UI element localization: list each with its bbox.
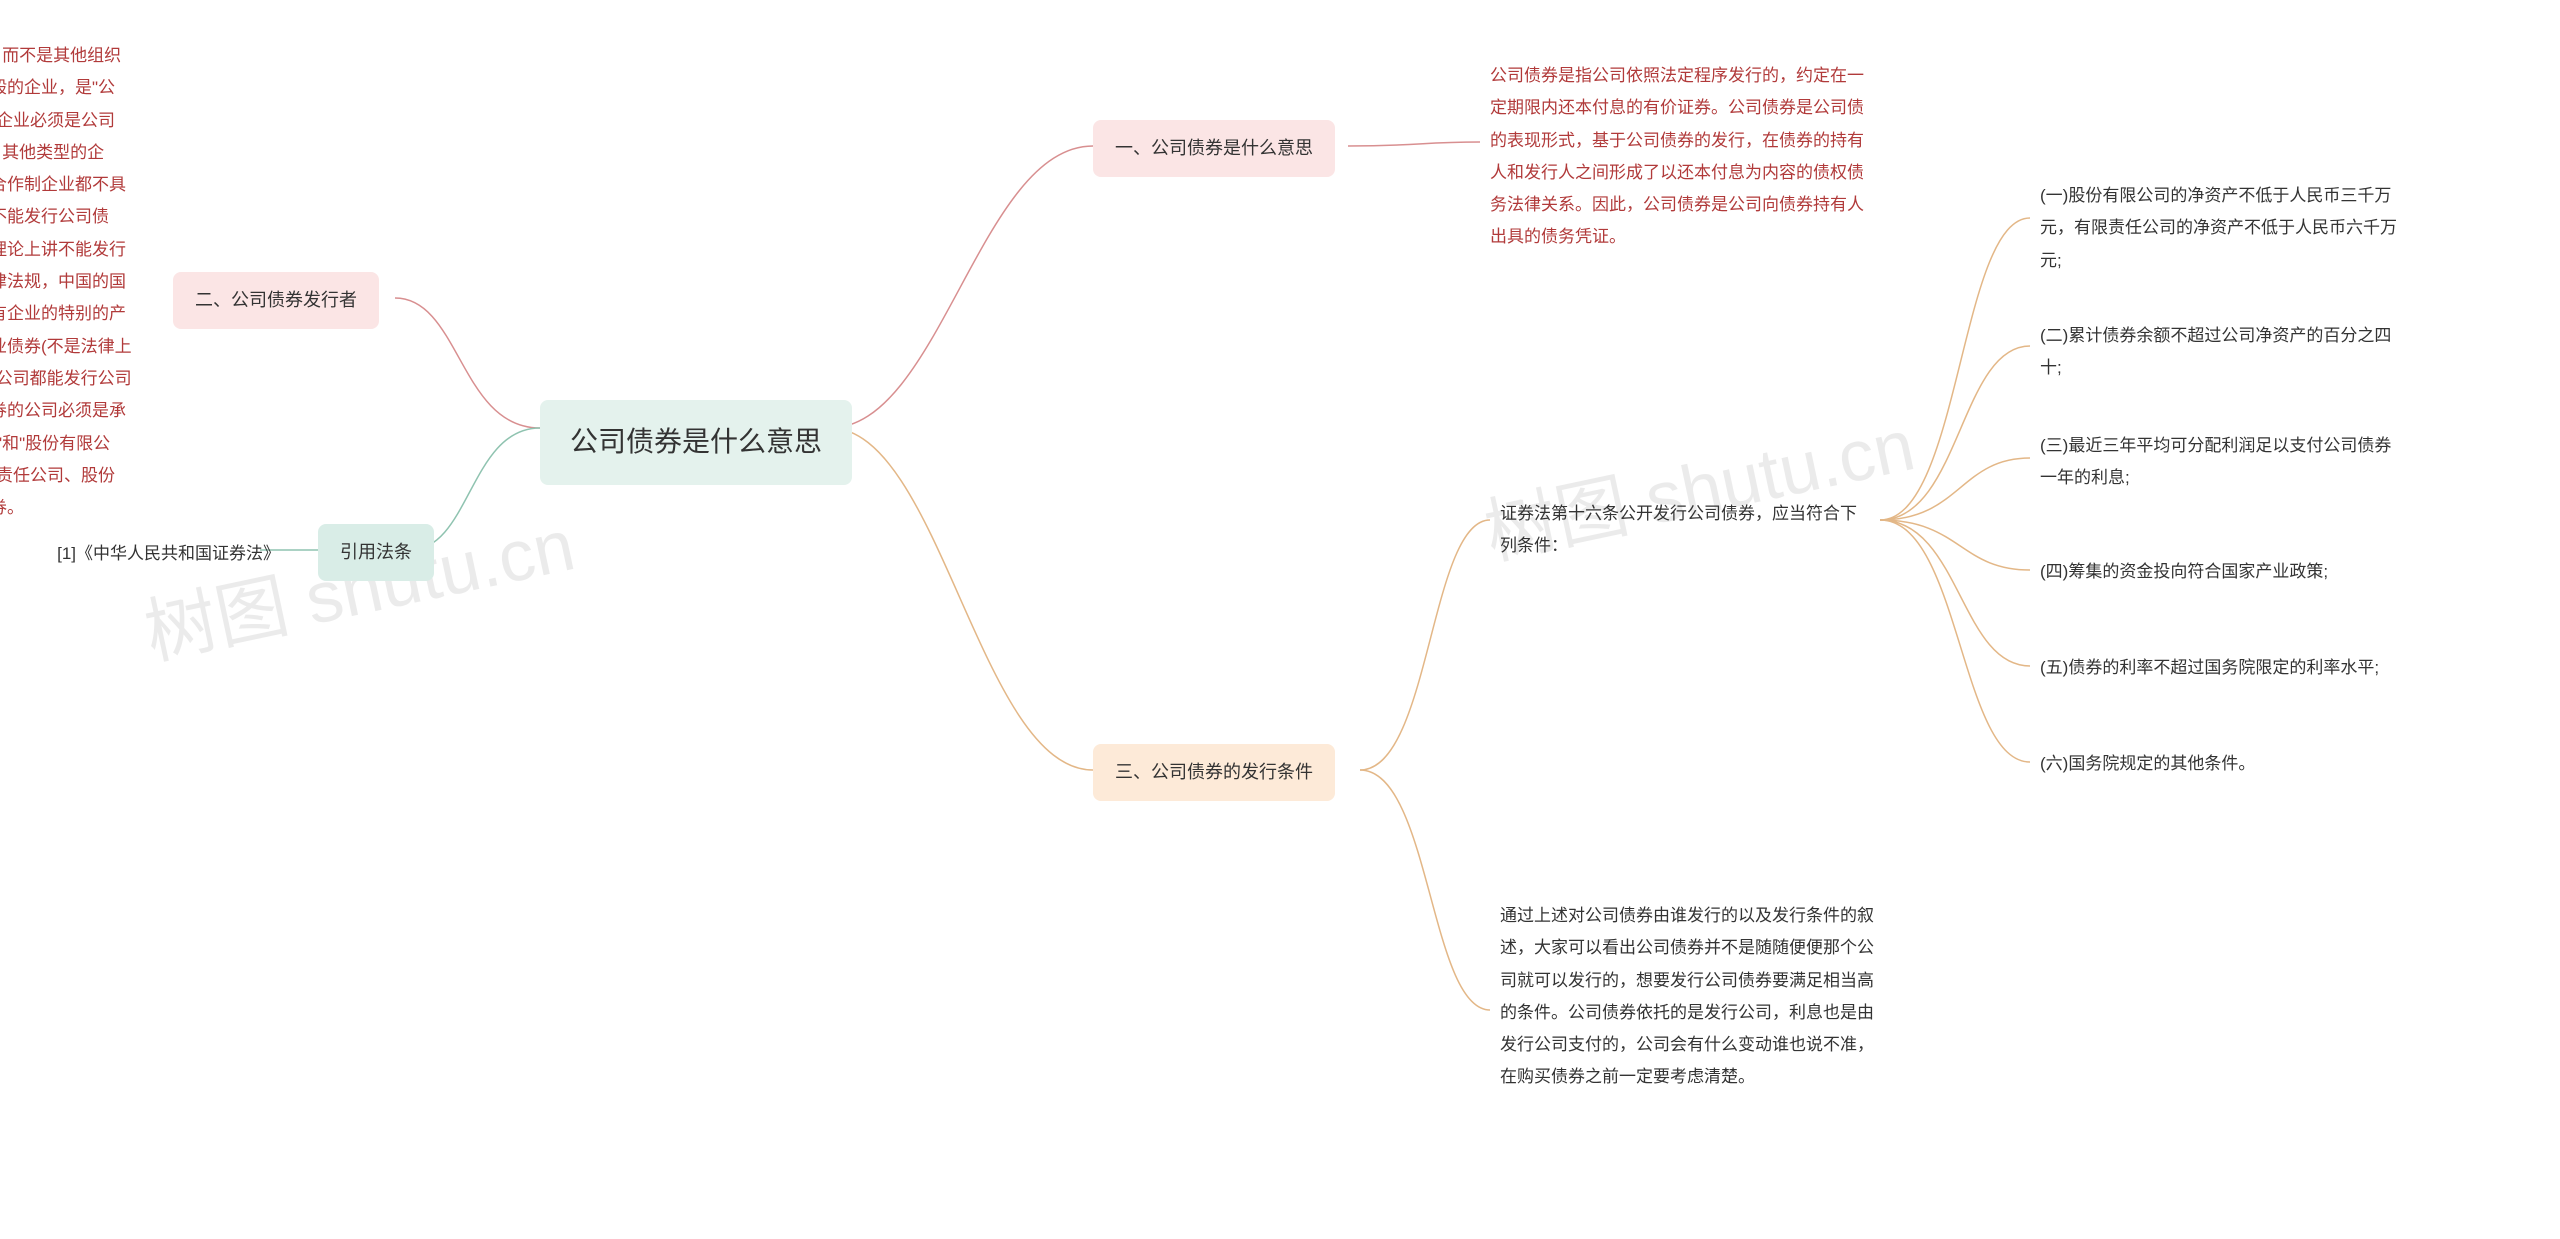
branch-3-summary: 通过上述对公司债券由谁发行的以及发行条件的叙述，大家可以看出公司债券并不是随随便… — [1500, 900, 1880, 1094]
branch-4-text: [1]《中华人民共和国证券法》 — [20, 538, 280, 570]
condition-2: (二)累计债券余额不超过公司净资产的百分之四十; — [2040, 320, 2400, 385]
root-node[interactable]: 公司债券是什么意思 — [540, 400, 852, 485]
condition-6: (六)国务院规定的其他条件。 — [2040, 748, 2400, 780]
branch-4[interactable]: 引用法条 — [318, 524, 434, 581]
branch-3-intro: 证券法第十六条公开发行公司债券，应当符合下列条件： — [1500, 498, 1870, 563]
branch-3[interactable]: 三、公司债券的发行条件 — [1093, 744, 1335, 801]
branch-1-text: 公司债券是指公司依照法定程序发行的，约定在一定期限内还本付息的有价证券。公司债券… — [1490, 60, 1870, 254]
watermark-left: 树图 shutu.cn — [134, 486, 582, 679]
condition-1: (一)股份有限公司的净资产不低于人民币三千万元，有限责任公司的净资产不低于人民币… — [2040, 180, 2400, 277]
condition-4: (四)筹集的资金投向符合国家产业政策; — [2040, 556, 2400, 588]
branch-2[interactable]: 二、公司债券发行者 — [173, 272, 379, 329]
condition-3: (三)最近三年平均可分配利润足以支付公司债券一年的利息; — [2040, 430, 2400, 495]
branch-2-text: 债券的发行人、债务人是"公司"，而不是其他组织形式的企业。这里的公司不是一般的企… — [0, 40, 132, 524]
branch-1[interactable]: 一、公司债券是什么意思 — [1093, 120, 1335, 177]
condition-5: (五)债券的利率不超过国务院限定的利率水平; — [2040, 652, 2420, 684]
